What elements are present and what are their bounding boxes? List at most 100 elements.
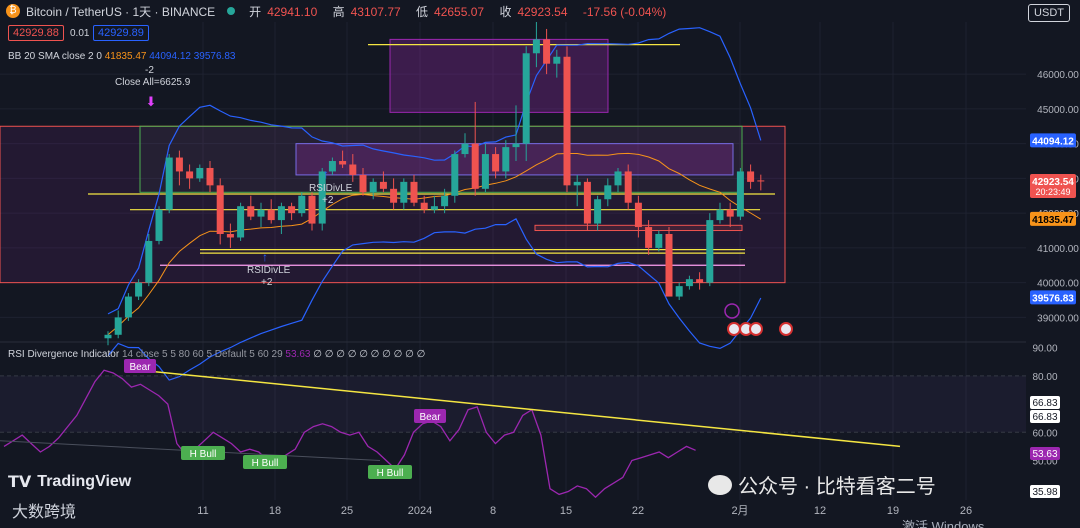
bb-lower-badge-bg (1030, 290, 1076, 305)
candle-body (553, 56, 561, 64)
tradingview-logo: 𝗧𝗩 TradingView (8, 472, 131, 492)
candle-body (532, 39, 540, 54)
candle-body (237, 206, 245, 238)
candle-body (696, 279, 704, 283)
event-flag-icon (749, 322, 763, 336)
candle-body (645, 227, 653, 248)
bb-upper-value: 44094.12 (149, 51, 191, 62)
candle-body (369, 181, 377, 193)
candle-body (502, 147, 510, 172)
candle-body (634, 202, 642, 228)
rsi-legend-params: 14 close 5 5 80 60 5 Default 5 60 29 (121, 349, 283, 360)
sell-arrow-icon: ⬇ (146, 94, 157, 109)
candle-body (288, 206, 296, 214)
sell-price-button[interactable]: 42929.88 (8, 25, 64, 41)
bb-upper-badge: 44094.12 (1032, 136, 1074, 147)
event-flag-icon (727, 322, 741, 336)
bb-upper-badge-bg (1030, 133, 1076, 148)
countdown-label: 20:23:49 (1035, 187, 1070, 197)
candle-body (196, 167, 204, 179)
candle-body (277, 206, 285, 221)
candle-body (451, 154, 459, 196)
candle-body (298, 195, 306, 214)
candle-body (471, 143, 479, 189)
candle-body (216, 185, 224, 234)
time-tick-label: 8 (490, 505, 496, 517)
candle-body (675, 286, 683, 297)
bb-lower-badge: 39576.83 (1032, 293, 1074, 304)
candle-body (114, 317, 122, 335)
candle-body (716, 209, 724, 221)
btc-logo-icon: ₿ (6, 4, 20, 18)
candle-body (257, 209, 265, 217)
time-tick-label: 22 (632, 505, 644, 517)
price-tick-label: 41000.00 (1037, 244, 1079, 255)
candle-body (145, 240, 153, 283)
rsi-badge-bg (1030, 396, 1060, 409)
buy-price-button[interactable]: 42929.89 (93, 25, 149, 41)
candle-body (390, 188, 398, 203)
candle-body (757, 180, 765, 182)
zone-box (295, 143, 734, 176)
currency-button[interactable]: USDT (1028, 4, 1070, 22)
candle-body (165, 157, 173, 210)
candle-body (522, 53, 530, 144)
bb-lower-value: 39576.83 (193, 51, 236, 62)
candle-body (665, 234, 673, 297)
rsidiv-qty-1: +2 (322, 195, 334, 206)
rsi-marker-label: H Bull (190, 449, 217, 460)
candle-body (308, 195, 316, 224)
candle-body (328, 161, 336, 172)
rsi-marker-box (368, 465, 412, 479)
buy-arrow-icon: ↑ (323, 167, 329, 181)
time-tick-label: 2024 (408, 505, 432, 517)
candle-body (430, 206, 438, 210)
rsi-marker-label: H Bull (377, 468, 404, 479)
rsi-marker-box (243, 455, 287, 469)
candle-body (543, 39, 551, 64)
zone-box (389, 38, 609, 113)
candles (104, 22, 765, 346)
bb-lower-line (107, 217, 762, 381)
chart-grid (0, 22, 1080, 500)
bb-basis-badge-bg (1030, 211, 1076, 226)
time-tick-label: 19 (887, 505, 899, 517)
time-tick-label: 12 (814, 505, 826, 517)
candle-body (736, 171, 744, 217)
candle-body (594, 199, 602, 224)
candle-body (410, 181, 418, 203)
candle-body (685, 279, 693, 287)
candle-body (573, 181, 581, 186)
rsi-legend-extras: ∅ ∅ ∅ ∅ ∅ ∅ ∅ ∅ ∅ ∅ (313, 349, 426, 360)
candle-body (604, 185, 612, 200)
wechat-watermark: 公众号 · 比特看客二号 (708, 470, 936, 499)
symbol-title[interactable]: Bitcoin / TetherUS · 1天 · BINANCE (26, 4, 216, 19)
time-tick-label: 25 (341, 505, 353, 517)
rsidiv-label-1: RSIDivLE (309, 183, 353, 194)
candle-body (492, 154, 500, 172)
price-tick-label: 39000.00 (1037, 313, 1079, 324)
bigdata-watermark: 大数跨境 (12, 504, 77, 521)
rsi-marker-box (414, 409, 446, 423)
rsi-badge-bg (1030, 410, 1060, 423)
rsi-marker-label: H Bull (252, 458, 279, 469)
bb-legend[interactable]: BB 20 SMA close 2 0 41835.47 44094.12 39… (8, 51, 235, 62)
rsidiv-qty-2: +2 (261, 277, 273, 288)
rsi-badge: 53.63 (1032, 449, 1057, 460)
event-flag-icon (779, 322, 793, 336)
rsi-tick-label: 90.00 (1032, 344, 1057, 355)
candle-body (349, 164, 357, 175)
rsi-legend-name: RSI Divergence Indicator (8, 349, 120, 360)
candle-body (706, 220, 714, 283)
candle-body (104, 334, 112, 339)
candle-body (563, 56, 571, 186)
spread-value: 0.01 (70, 28, 90, 39)
lightning-icon (724, 303, 740, 319)
candle-body (379, 181, 387, 189)
rsi-legend[interactable]: RSI Divergence Indicator 14 close 5 5 80… (8, 349, 425, 360)
rsi-marker-label: Bear (419, 412, 441, 423)
candle-body (318, 171, 326, 224)
